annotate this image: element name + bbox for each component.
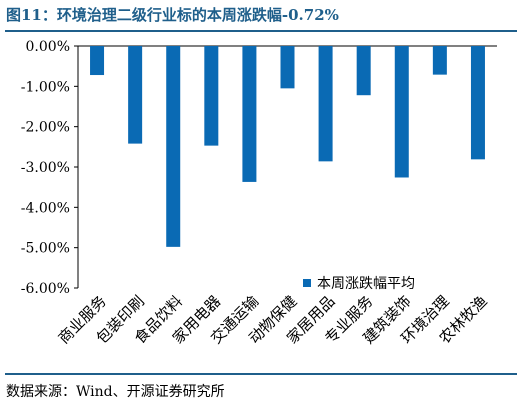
bar [204,46,219,146]
bar [128,46,143,144]
bar [356,46,371,96]
y-tick-label: 0.00% [26,39,70,55]
bar [90,46,105,76]
chart-title: 图11：环境治理二级行业标的本周涨跌幅-0.72% [6,6,339,24]
y-tick-label: -2.00% [21,120,70,136]
bar [394,46,409,178]
y-tick-label: -1.00% [21,79,70,95]
y-tick-label: -5.00% [21,241,70,257]
source-divider [5,373,517,375]
bar [432,46,447,75]
legend-label: 本周涨跌幅平均 [317,276,415,292]
source-note: 数据来源：Wind、开源证券研究所 [6,384,225,400]
title-underline [5,30,517,32]
y-tick-label: -6.00% [21,281,70,297]
bar [280,46,295,89]
bar [318,46,333,162]
bar [470,46,485,160]
legend-swatch [303,279,311,287]
bar [242,46,257,182]
bar [166,46,181,247]
y-tick-label: -4.00% [21,200,70,216]
y-tick-label: -3.00% [21,160,70,176]
